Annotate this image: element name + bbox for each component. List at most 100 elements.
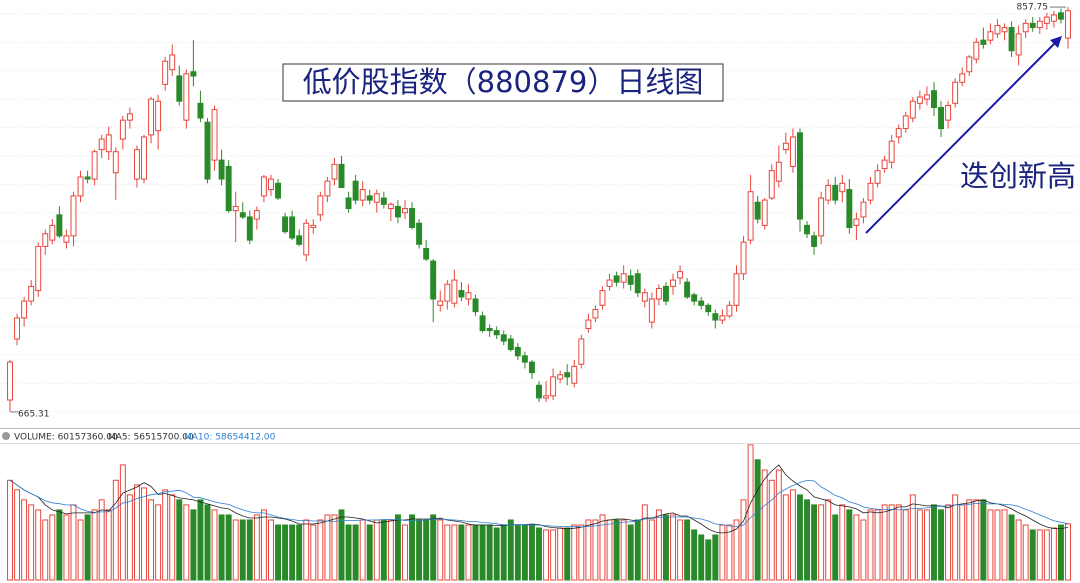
candle-body	[451, 279, 458, 304]
candle-body	[507, 338, 514, 351]
volume-bar	[49, 514, 56, 581]
candle-body	[211, 109, 218, 161]
volume-bar	[1029, 529, 1036, 581]
candle-body	[536, 384, 542, 399]
volume-bar	[987, 509, 994, 581]
volume-bar	[430, 514, 437, 581]
volume-bar	[402, 524, 408, 581]
volume-bar	[733, 519, 740, 581]
candle-body	[98, 138, 105, 151]
volume-bar	[1050, 527, 1057, 581]
volume-bar	[366, 524, 373, 581]
volume-bar	[952, 494, 959, 581]
candle-body	[183, 73, 190, 121]
candle-body	[987, 31, 994, 41]
volume-bar	[493, 527, 500, 581]
volume-bar	[451, 524, 458, 581]
volume-bar	[818, 504, 825, 581]
candle-body	[458, 290, 465, 298]
volume-bar	[218, 514, 225, 581]
volume-bar	[465, 524, 472, 581]
volume-bar	[197, 499, 204, 581]
candle-body	[430, 260, 437, 300]
candle-body	[860, 201, 867, 218]
candle-body	[945, 104, 952, 121]
candle-body	[402, 208, 408, 214]
candle-body	[1029, 22, 1036, 29]
candle-body	[825, 184, 832, 201]
volume-bar	[317, 519, 324, 581]
candle-body	[514, 346, 521, 357]
candle-body	[662, 285, 669, 302]
candle-body	[797, 132, 803, 220]
candle-body	[599, 290, 606, 306]
candle-body	[416, 222, 423, 245]
candle-body	[42, 233, 49, 247]
volume-bar	[797, 494, 803, 581]
candle-body	[14, 317, 21, 340]
volume-bar	[331, 514, 338, 581]
volume-bar	[28, 504, 35, 581]
volume-bar	[148, 499, 155, 581]
volume-bar	[1022, 524, 1029, 581]
volume-bar	[902, 509, 909, 581]
volume-bar	[169, 494, 176, 581]
candle-body	[28, 285, 35, 302]
candle-body	[782, 142, 789, 151]
ma10-label: MA10: 58654412.00	[184, 433, 276, 443]
volume-bar	[888, 504, 895, 581]
candle-body	[112, 151, 119, 174]
volume-bar	[507, 519, 514, 581]
candle-body	[627, 275, 634, 285]
candle-body	[1001, 27, 1008, 33]
volume-bar	[585, 519, 592, 581]
volume-bar	[938, 509, 945, 581]
volume-bar	[1057, 524, 1064, 581]
candle-body	[253, 210, 260, 220]
volume-bar	[289, 524, 296, 581]
candle-body	[317, 195, 324, 216]
volume-bar	[514, 524, 521, 581]
volume-bar	[338, 509, 345, 581]
candle-body	[804, 224, 810, 235]
candle-body	[190, 71, 197, 77]
candle-body	[952, 81, 959, 104]
volume-bar	[1043, 529, 1050, 581]
volume-bar	[698, 534, 705, 581]
candle-body	[648, 298, 655, 323]
volume-bar	[77, 519, 84, 581]
candle-body	[578, 338, 585, 365]
ma5-label: MA5: 56515700.00	[108, 433, 194, 443]
candle-body	[923, 94, 930, 100]
volume-bar	[225, 514, 232, 581]
volume-bar	[296, 524, 303, 581]
volume-bar	[662, 514, 669, 581]
candle-body	[670, 279, 676, 287]
volume-label: VOLUME: 60157360.00	[14, 433, 118, 443]
volume-bar	[846, 509, 853, 581]
candle-body	[916, 96, 923, 104]
candle-body	[712, 313, 719, 321]
candle-body	[655, 287, 662, 300]
candle-body	[1065, 10, 1071, 39]
candle-body	[726, 304, 733, 317]
volume-bar	[606, 519, 613, 581]
candle-body	[35, 245, 42, 292]
volume-bar	[599, 514, 606, 581]
volume-bar	[832, 514, 839, 581]
candle-body	[564, 372, 571, 378]
volume-bar	[839, 504, 846, 581]
volume-bar	[444, 524, 451, 581]
candle-body	[818, 197, 825, 237]
high-label: 857.75	[1017, 3, 1049, 13]
volume-bar	[536, 527, 542, 581]
candle-body	[902, 115, 909, 130]
volume-bar	[98, 499, 105, 581]
volume-bar	[641, 504, 648, 581]
candle-body	[493, 330, 500, 336]
candle-body	[289, 216, 296, 239]
candle-body	[677, 271, 684, 279]
volume-bar	[183, 504, 190, 581]
candle-body	[733, 273, 740, 306]
